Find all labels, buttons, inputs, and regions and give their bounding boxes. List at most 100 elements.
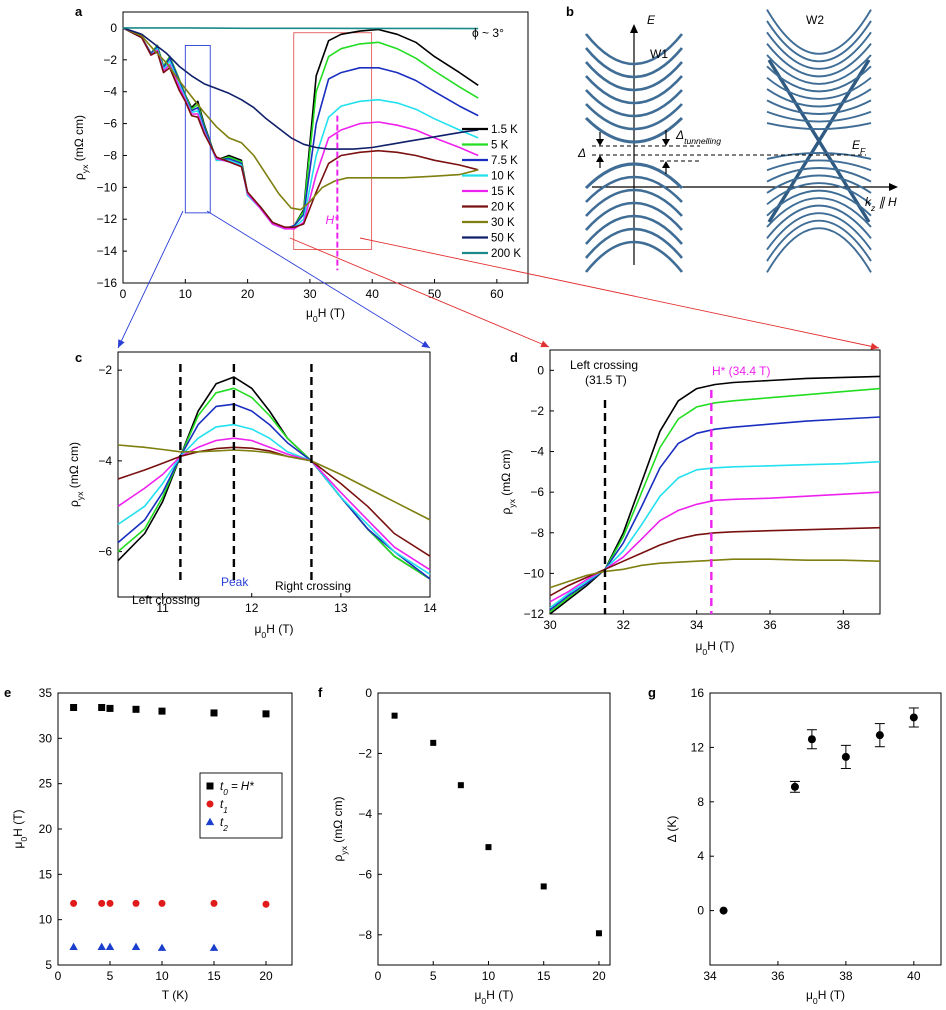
x-tick-label: 34 bbox=[703, 969, 717, 983]
x-tick-label: 30 bbox=[303, 287, 317, 301]
x-tick-label: 5 bbox=[107, 969, 114, 983]
series-line bbox=[549, 416, 881, 611]
data-point bbox=[841, 752, 850, 761]
series-line bbox=[117, 437, 431, 571]
plot-frame-a bbox=[122, 11, 529, 284]
x-tick-label: 20 bbox=[259, 969, 273, 983]
x-tick-label: 12 bbox=[245, 601, 259, 615]
w2-conduction-band bbox=[766, 88, 872, 108]
data-point bbox=[909, 713, 918, 722]
legend-label: 1.5 K bbox=[491, 124, 518, 136]
series-line bbox=[122, 27, 479, 230]
zoom-connector-arrowhead bbox=[118, 339, 125, 348]
series-line bbox=[549, 558, 881, 589]
data-point bbox=[158, 899, 166, 907]
data-point bbox=[595, 930, 602, 937]
w2-valence-band bbox=[766, 219, 872, 262]
panel-letter: g bbox=[648, 685, 656, 700]
x-tick-label: 34 bbox=[690, 618, 704, 632]
x-axis-label: μ0H (T) bbox=[254, 622, 293, 640]
left-crossing-label: Left crossing bbox=[570, 358, 638, 372]
data-point bbox=[262, 900, 270, 908]
y-tick-label: −6 bbox=[98, 545, 112, 559]
plot-frame-d bbox=[549, 349, 881, 615]
series-line bbox=[549, 375, 881, 615]
series-line bbox=[117, 376, 431, 580]
y-tick-label: −4 bbox=[103, 85, 117, 99]
panel-letter: a bbox=[75, 4, 83, 19]
y-axis-label: ρyx (mΩ cm) bbox=[67, 442, 85, 507]
y-tick-label: −8 bbox=[530, 526, 544, 540]
legend-label: t1 bbox=[220, 799, 228, 815]
w2-cone-line bbox=[767, 59, 871, 223]
y-tick-label: −12 bbox=[97, 212, 118, 226]
x-tick-label: 20 bbox=[592, 969, 606, 983]
series-line bbox=[122, 27, 479, 230]
panel-letter: e bbox=[4, 685, 11, 700]
y-tick-label: 30 bbox=[39, 731, 53, 745]
x-axis-label: μ0H (T) bbox=[306, 306, 345, 324]
energy-axis-label: E bbox=[647, 13, 656, 27]
y-axis-label: Δ (K) bbox=[665, 816, 679, 843]
data-point bbox=[807, 735, 816, 744]
x-axis-label: μ0H (T) bbox=[474, 988, 513, 1006]
legend-label: 20 K bbox=[491, 202, 515, 214]
legend-label: 200 K bbox=[491, 248, 521, 260]
y-tick-label: −2 bbox=[103, 53, 117, 67]
y-tick-label: −6 bbox=[103, 117, 117, 131]
y-tick-label: 0 bbox=[110, 21, 117, 35]
hstar-marker-label: H* bbox=[326, 213, 340, 227]
y-tick-label: −16 bbox=[97, 276, 118, 290]
y-tick-label: 4 bbox=[697, 849, 704, 863]
zoom-connector-line bbox=[289, 237, 550, 348]
data-point bbox=[206, 782, 214, 790]
w1-valence-band bbox=[585, 201, 683, 231]
w2-conduction-band bbox=[766, 99, 872, 115]
series-line bbox=[117, 403, 431, 580]
series-line bbox=[117, 446, 431, 557]
x-tick-label: 10 bbox=[482, 969, 496, 983]
data-point bbox=[875, 731, 884, 740]
data-point bbox=[70, 899, 78, 907]
plot-frame-g bbox=[709, 692, 942, 966]
data-point bbox=[106, 899, 114, 907]
w2-valence-band bbox=[766, 212, 872, 251]
y-tick-label: −6 bbox=[358, 867, 372, 881]
data-point bbox=[157, 943, 167, 951]
data-point bbox=[540, 883, 547, 890]
tunnelling-arrow-head bbox=[662, 139, 670, 146]
right-crossing-label: Right crossing bbox=[275, 579, 351, 593]
data-point bbox=[70, 704, 78, 712]
w2-conduction-band bbox=[766, 76, 872, 100]
zoom-box-d bbox=[293, 32, 373, 250]
x-tick-label: 15 bbox=[207, 969, 221, 983]
y-tick-label: −8 bbox=[358, 928, 372, 942]
tunnelling-arrow-head bbox=[662, 161, 670, 168]
w1-valence-band bbox=[585, 214, 683, 245]
w1-conduction-band bbox=[585, 89, 683, 118]
w1-conduction-band bbox=[585, 103, 683, 131]
data-point bbox=[158, 707, 166, 715]
series-line bbox=[117, 423, 431, 575]
panel-letter: b bbox=[566, 4, 574, 19]
y-tick-label: −4 bbox=[358, 807, 372, 821]
zoom-connector-arrowhead bbox=[540, 340, 549, 348]
y-tick-label: 12 bbox=[691, 740, 705, 754]
x-tick-label: 30 bbox=[543, 618, 557, 632]
data-point bbox=[430, 739, 437, 746]
data-point bbox=[209, 943, 219, 951]
y-axis-label: μ0H (T) bbox=[11, 809, 29, 848]
zoom-connector-line bbox=[117, 210, 184, 349]
legend-label: 5 K bbox=[491, 140, 509, 152]
data-point bbox=[205, 817, 215, 826]
x-tick-label: 0 bbox=[120, 287, 127, 301]
x-tick-label: 13 bbox=[334, 601, 348, 615]
x-tick-label: 0 bbox=[55, 969, 62, 983]
w1-valence-band bbox=[585, 175, 683, 203]
legend-label: 10 K bbox=[491, 171, 515, 183]
x-tick-label: 10 bbox=[179, 287, 193, 301]
y-tick-label: −10 bbox=[524, 566, 545, 580]
x-tick-label: 5 bbox=[430, 969, 437, 983]
x-tick-label: 0 bbox=[375, 969, 382, 983]
legend-label: 7.5 K bbox=[491, 155, 518, 167]
